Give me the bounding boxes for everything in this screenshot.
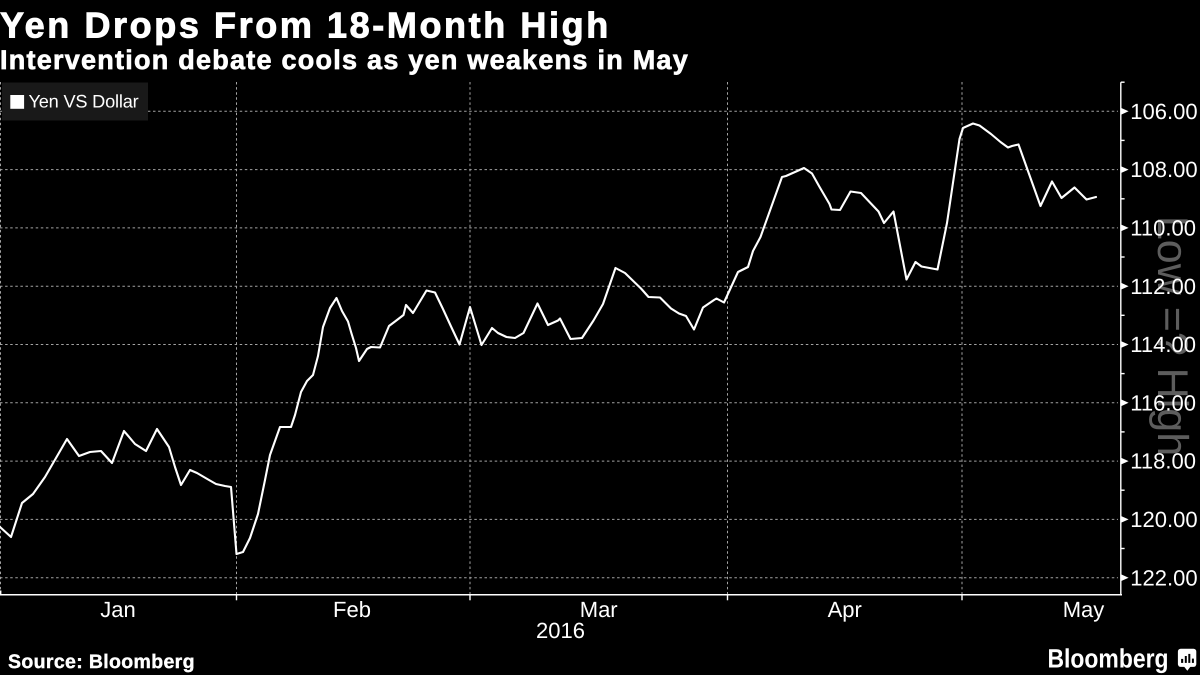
svg-text:108.00: 108.00 xyxy=(1130,157,1197,182)
svg-text:114.00: 114.00 xyxy=(1130,332,1196,357)
svg-text:Jan: Jan xyxy=(100,597,135,622)
svg-text:Source: Bloomberg: Source: Bloomberg xyxy=(8,651,195,673)
svg-text:Mar: Mar xyxy=(580,597,618,622)
svg-text:Bloomberg: Bloomberg xyxy=(1048,644,1169,674)
svg-text:116.00: 116.00 xyxy=(1130,390,1196,415)
svg-text:May: May xyxy=(1063,597,1105,622)
svg-text:110.00: 110.00 xyxy=(1130,216,1196,241)
svg-text:118.00: 118.00 xyxy=(1130,449,1196,474)
svg-text:Intervention debate cools as y: Intervention debate cools as yen weakens… xyxy=(0,45,689,75)
svg-text:2016: 2016 xyxy=(536,618,585,643)
svg-text:Low =? High: Low =? High xyxy=(1148,216,1196,456)
svg-text:Yen VS Dollar: Yen VS Dollar xyxy=(29,92,139,112)
svg-text:Feb: Feb xyxy=(333,597,371,622)
svg-text:Apr: Apr xyxy=(828,597,862,622)
svg-text:106.00: 106.00 xyxy=(1130,99,1197,124)
svg-text:120.00: 120.00 xyxy=(1130,507,1197,532)
svg-text:Yen Drops From 18-Month High: Yen Drops From 18-Month High xyxy=(0,5,611,46)
svg-text:122.00: 122.00 xyxy=(1130,565,1197,590)
svg-text:112.00: 112.00 xyxy=(1130,274,1196,299)
